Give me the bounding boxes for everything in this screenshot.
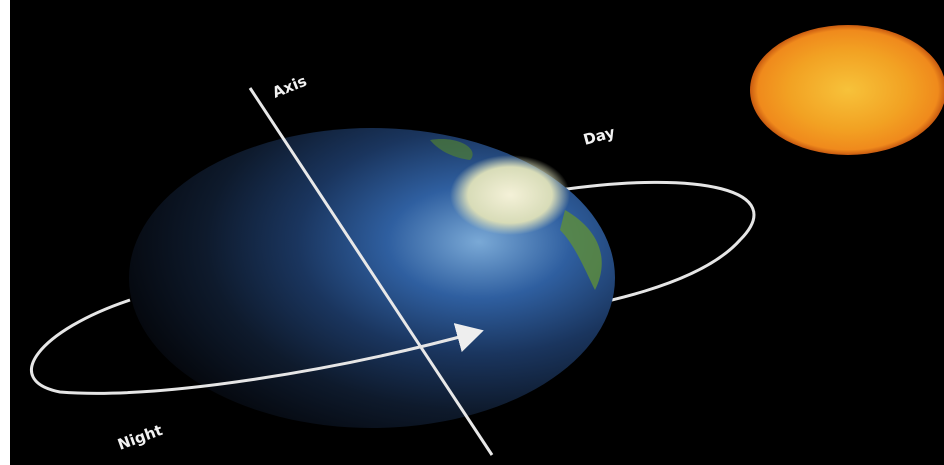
left-border [0, 0, 10, 465]
land [430, 139, 473, 160]
orbit-front [29, 298, 484, 395]
sun [750, 25, 944, 155]
land [560, 210, 602, 290]
ice-cap [450, 155, 570, 235]
axis-line [248, 87, 494, 456]
